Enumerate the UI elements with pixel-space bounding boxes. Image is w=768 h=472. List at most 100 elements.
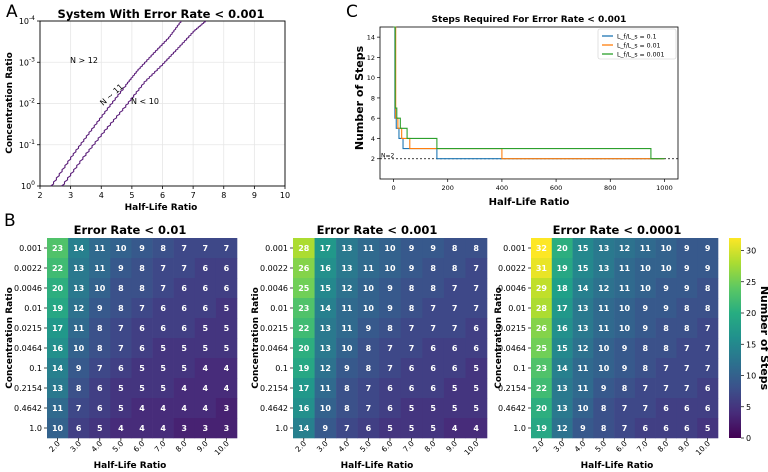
heatmap-cell: [68, 298, 90, 319]
heatmap-cell: [697, 398, 719, 419]
heatmap-xtick-label: 9.0: [195, 439, 210, 454]
heatmap-cell-value: 8: [430, 284, 436, 293]
heatmap-ytick-label: 0.0022: [14, 264, 42, 273]
heatmap-cell-value: 6: [387, 404, 393, 413]
heatmap-cell-value: 4: [118, 424, 124, 433]
heatmap-cell-value: 10: [320, 404, 332, 413]
heatmap-cell: [614, 378, 636, 399]
panel-a-ytick-label: 100: [21, 180, 35, 191]
heatmap-cell: [465, 278, 488, 299]
heatmap-xtick-label: 7.0: [401, 439, 416, 454]
heatmap-cell: [131, 338, 153, 359]
heatmap-cell-value: 13: [557, 404, 568, 413]
heatmap-cell-value: 19: [536, 424, 548, 433]
heatmap-ytick-label: 1.0: [275, 424, 288, 433]
heatmap-cell: [465, 338, 488, 359]
colorbar-gradient: [729, 238, 741, 438]
heatmap-cell-value: 5: [430, 404, 436, 413]
heatmap-cell-value: 9: [139, 244, 145, 253]
panel-a-frame: [39, 20, 286, 187]
heatmap-cell: [47, 258, 69, 279]
heatmap-cell-value: 7: [642, 404, 648, 413]
heatmap-cell: [215, 418, 238, 439]
heatmap-cell-value: 6: [409, 364, 415, 373]
heatmap-cell-value: 11: [363, 264, 375, 273]
heatmap-cell: [293, 298, 315, 319]
panel-b2: Error Rate < 0.001 28 17 13 11 10 9 9 8 8 26 16 13 1…: [251, 223, 488, 471]
heatmap-cell-value: 10: [640, 264, 652, 273]
heatmap-cell-value: 6: [76, 424, 82, 433]
heatmap-cell: [443, 298, 466, 319]
heatmap-cell: [379, 398, 402, 419]
heatmap-cell-value: 25: [536, 344, 548, 353]
heatmap-cell-value: 10: [384, 244, 396, 253]
heatmap-ytick-label: 0.0464: [498, 344, 526, 353]
heatmap-cell-value: 7: [139, 304, 145, 313]
heatmap-cell-value: 9: [430, 244, 436, 253]
panel-c-ytick-label: 2: [371, 155, 375, 163]
heatmap-cell-value: 3: [203, 424, 209, 433]
heatmap-cell: [400, 318, 423, 339]
heatmap-cell-value: 8: [366, 344, 372, 353]
heatmap-cell: [551, 378, 573, 399]
panel-a-xtick-label: 4: [99, 191, 104, 200]
heatmap-cell: [422, 418, 445, 439]
heatmap-cell: [357, 338, 380, 359]
heatmap-xtick-label: 4.0: [89, 439, 104, 454]
heatmap-cell-value: 5: [160, 364, 166, 373]
heatmap-cell: [152, 338, 174, 359]
heatmap-cell: [293, 398, 315, 419]
heatmap-cell: [194, 338, 217, 359]
heatmap-cell: [614, 318, 636, 339]
heatmap-cell-value: 5: [473, 404, 479, 413]
heatmap-cell-value: 6: [139, 324, 145, 333]
heatmap-cell-value: 4: [473, 424, 479, 433]
heatmap-ytick-label: 1.0: [29, 424, 42, 433]
heatmap-cell: [194, 378, 217, 399]
heatmap-cell-value: 9: [684, 284, 690, 293]
heatmap-xtick-label: 10.0: [213, 439, 231, 457]
heatmap-ytick-label: 0.2154: [14, 384, 42, 393]
heatmap-cell-value: 6: [203, 304, 209, 313]
heatmap-cell: [336, 378, 358, 399]
heatmap-cell: [314, 318, 337, 339]
heatmap-cell: [465, 258, 488, 279]
heatmap-cell: [173, 318, 196, 339]
heatmap-ytick-label: 0.0046: [14, 284, 42, 293]
heatmap-cell-value: 8: [663, 324, 669, 333]
heatmap-cell: [215, 258, 238, 279]
heatmap-cell: [634, 278, 656, 299]
heatmap-cell: [89, 378, 111, 399]
heatmap-cell: [531, 398, 553, 419]
heatmap-xtick-label: 9.0: [444, 439, 459, 454]
heatmap-cell: [110, 238, 132, 259]
heatmap-cell: [152, 398, 174, 419]
panel-c-plot: 0 200 400 600 800 1000 2 4 6 8 10 12 14 N=2 L_f/L_s = …: [367, 26, 679, 192]
heatmap-cell: [194, 238, 217, 259]
heatmap-cell-value: 7: [409, 324, 415, 333]
panel-c-legend-label: L_f/L_s = 0.01: [617, 43, 661, 50]
heatmap-cell: [173, 338, 196, 359]
heatmap-cell-value: 7: [118, 324, 124, 333]
heatmap-cell: [655, 358, 677, 379]
heatmap-cell-value: 11: [363, 244, 375, 253]
heatmap-cell: [551, 338, 573, 359]
heatmap-cell-value: 7: [452, 324, 458, 333]
heatmap-cell-value: 17: [298, 384, 309, 393]
heatmap-cell-value: 14: [52, 364, 64, 373]
heatmap-cell-value: 8: [160, 244, 166, 253]
heatmap-cell: [572, 318, 594, 339]
heatmap-cell-value: 6: [181, 304, 187, 313]
heatmap-cell-value: 16: [298, 404, 310, 413]
heatmap-cell-value: 6: [473, 324, 479, 333]
colorbar-tick-label: 10: [746, 372, 756, 381]
heatmap-cell-value: 28: [536, 304, 548, 313]
heatmap-cell-value: 23: [536, 364, 547, 373]
heatmap-ytick-label: 0.1: [275, 364, 288, 373]
heatmap-cell: [572, 358, 594, 379]
heatmap-cell: [551, 298, 573, 319]
heatmap-ytick-label: 0.1: [29, 364, 42, 373]
heatmap-cell-value: 10: [598, 344, 610, 353]
heatmap-cell: [422, 398, 445, 419]
heatmap-ytick-label: 0.2154: [498, 384, 526, 393]
